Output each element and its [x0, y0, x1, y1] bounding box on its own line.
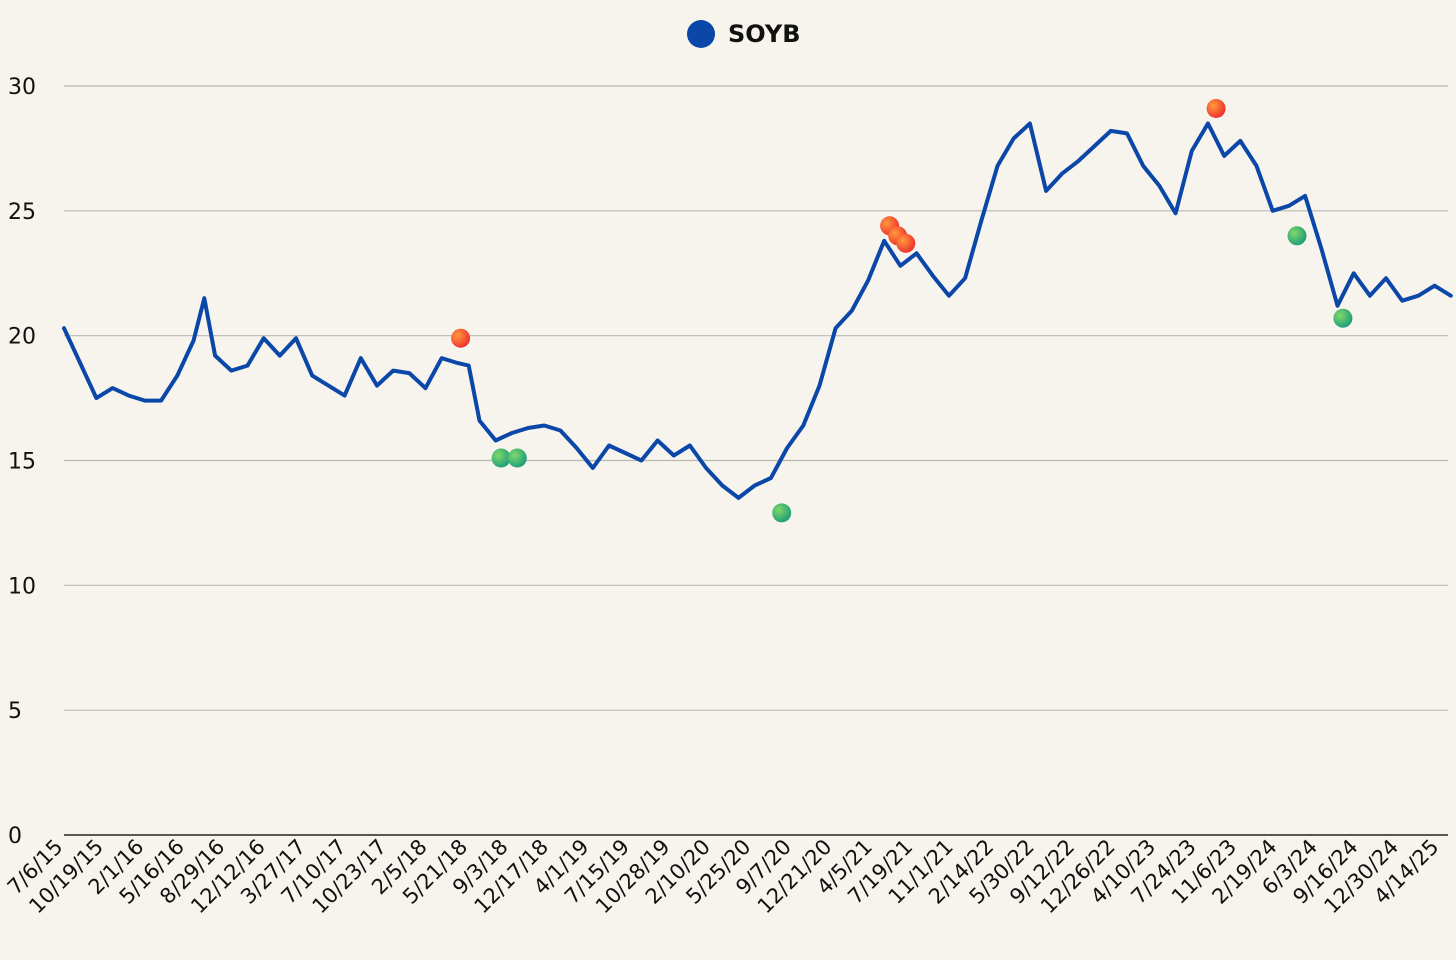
legend-label-soyb: SOYB: [728, 20, 801, 48]
sell-marker: [896, 233, 916, 253]
marker-layer: [451, 99, 1353, 523]
legend: SOYB: [687, 20, 801, 48]
y-tick-label: 10: [8, 574, 36, 599]
y-tick-label: 5: [8, 699, 22, 724]
buy-marker: [507, 448, 527, 468]
legend-swatch-soyb: [687, 20, 715, 48]
buy-marker: [772, 503, 792, 523]
y-tick-label: 20: [8, 325, 36, 350]
sell-marker: [1206, 99, 1226, 118]
x-axis-ticks: 7/6/1510/19/152/1/165/16/168/29/1612/12/…: [3, 835, 1444, 919]
y-tick-label: 30: [8, 75, 36, 100]
series-line-soyb: [62, 121, 1453, 500]
y-tick-label: 15: [8, 450, 36, 475]
y-tick-label: 25: [8, 200, 36, 225]
buy-marker: [491, 448, 511, 468]
gridlines: [64, 85, 1448, 836]
sell-marker: [451, 328, 471, 348]
buy-marker: [1333, 308, 1353, 328]
series-layer: [62, 121, 1453, 500]
y-axis-ticks: 0 5 10 15 20 25 30: [8, 75, 36, 849]
buy-marker: [1287, 226, 1307, 246]
y-tick-label: 0: [8, 824, 22, 849]
